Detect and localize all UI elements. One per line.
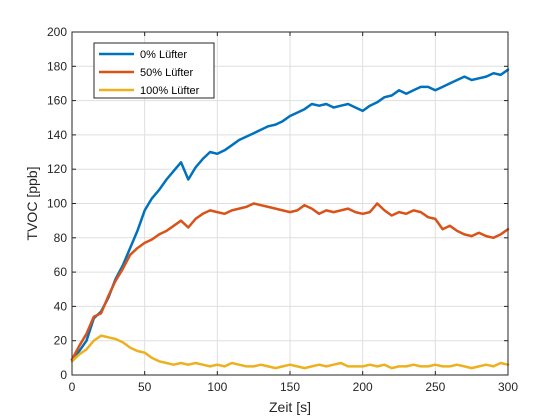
series-line-1 (70, 202, 510, 361)
y-tick-label: 40 (54, 299, 68, 313)
x-axis-label: Zeit [s] (269, 399, 311, 415)
y-tick-label: 140 (47, 128, 67, 142)
x-tick-label: 50 (138, 380, 152, 394)
axis-ticks: 0 50 100 150 200 250 300 0 20 40 60 80 100 120 140 160 1… (47, 25, 518, 394)
x-tick-label: 150 (280, 380, 300, 394)
series-line-0 (70, 68, 510, 361)
series-line-2 (70, 334, 510, 370)
x-tick-label: 200 (353, 380, 373, 394)
y-tick-label: 180 (47, 59, 67, 73)
y-tick-label: 100 (47, 197, 67, 211)
y-tick-label: 60 (54, 265, 68, 279)
legend-label-0: 0% Lüfter (140, 49, 187, 61)
y-tick-label: 80 (54, 231, 68, 245)
y-tick-label: 160 (47, 94, 67, 108)
x-tick-label: 0 (69, 380, 76, 394)
legend-box (93, 42, 215, 99)
x-tick-label: 250 (425, 380, 445, 394)
x-tick-label: 300 (498, 380, 518, 394)
legend-label-1: 50% Lüfter (140, 67, 194, 79)
y-tick-label: 120 (47, 162, 67, 176)
legend-label-2: 100% Lüfter (140, 85, 200, 97)
x-tick-label: 100 (207, 380, 227, 394)
series-lines (70, 68, 510, 370)
legend: 0% Lüfter 50% Lüfter 100% Lüfter (93, 42, 215, 99)
y-tick-label: 0 (60, 368, 67, 382)
y-tick-label: 20 (54, 334, 68, 348)
y-tick-label: 200 (47, 25, 67, 39)
y-axis-label: TVOC [ppb] (24, 167, 40, 241)
